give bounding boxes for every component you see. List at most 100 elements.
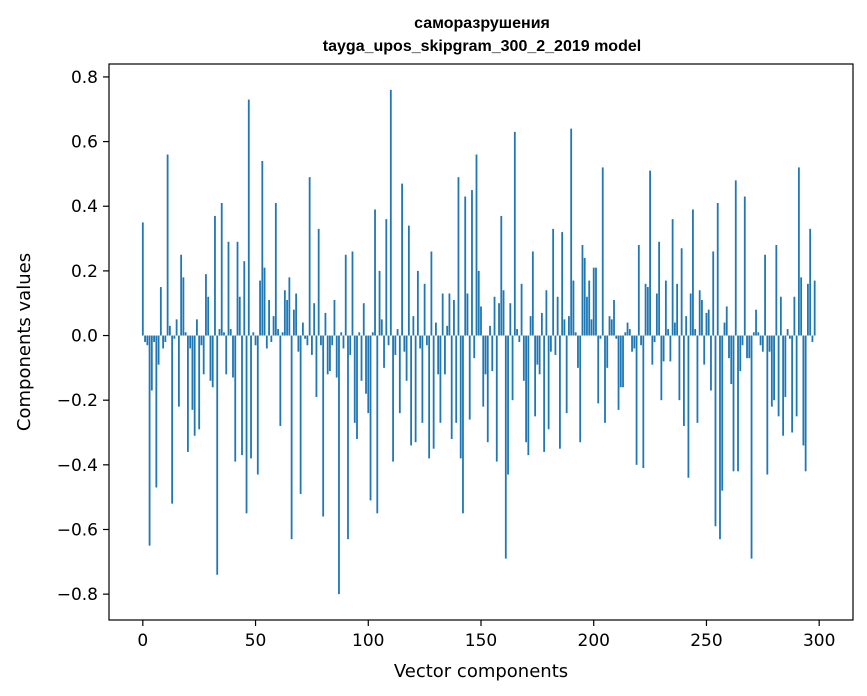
bar-276 [764,254,766,336]
bar-245 [694,329,697,336]
bar-251 [707,309,710,336]
bar-280 [773,335,775,401]
bar-290 [795,335,798,417]
bar-144 [466,293,469,336]
bar-164 [511,335,514,401]
bar-74 [308,177,311,336]
bar-285 [784,335,787,397]
bar-17 [180,254,183,336]
bar-84 [331,335,334,346]
bar-6 [155,335,158,488]
bar-153 [486,335,489,443]
bar-272 [755,309,757,336]
bar-50 [254,335,257,346]
bar-131 [437,335,440,375]
bar-128 [430,251,433,336]
bar-275 [761,335,764,352]
bar-286 [786,329,789,336]
bar-138 [453,299,455,336]
bar-112 [394,335,397,355]
bar-224 [646,287,649,336]
bar-135 [446,325,449,336]
bar-11 [166,154,169,336]
bar-215 [626,322,629,336]
bar-140 [457,177,460,336]
bar-211 [617,335,620,410]
bar-59 [274,203,277,336]
bar-253 [712,251,715,336]
bar-57 [270,335,273,342]
bar-63 [283,290,286,336]
bar-70 [299,335,302,494]
bar-139 [455,335,458,423]
bar-146 [471,190,473,336]
bar-176 [538,335,541,375]
bar-218 [633,335,636,349]
bar-142 [462,335,464,514]
bar-207 [608,316,611,336]
bar-177 [540,312,543,336]
bar-0 [141,222,144,336]
bar-58 [272,316,275,336]
bar-181 [549,335,552,352]
bar-278 [768,335,771,352]
bar-106 [380,319,383,336]
bar-93 [351,251,354,336]
bar-220 [637,245,640,336]
bar-238 [678,335,681,401]
bar-284 [782,335,785,436]
bar-165 [513,131,516,336]
bar-237 [676,283,679,336]
bar-213 [622,335,624,388]
bar-283 [779,296,782,336]
bar-250 [705,312,708,336]
bar-265 [739,335,742,372]
bar-72 [304,335,307,339]
y-tick-label: 0.2 [71,262,98,282]
bar-31 [211,335,214,388]
bar-45 [243,261,246,336]
bar-27 [202,335,205,375]
bar-115 [401,183,403,336]
bar-179 [545,290,548,336]
bar-267 [743,196,746,336]
bar-122 [416,270,419,336]
bar-102 [371,332,374,336]
bar-105 [378,270,381,336]
bar-132 [439,335,442,423]
bar-229 [658,241,661,336]
bar-134 [444,335,446,375]
bar-187 [563,319,566,336]
bar-40 [232,335,234,378]
bar-94 [353,335,356,423]
bar-296 [809,228,812,336]
bar-196 [583,257,586,336]
bar-235 [671,219,674,336]
bar-151 [482,335,485,407]
bar-195 [581,245,584,336]
bar-295 [807,283,809,336]
bar-117 [405,335,408,381]
bar-116 [403,335,406,352]
bar-180 [547,335,550,430]
bar-219 [635,335,638,465]
bar-21 [189,335,192,349]
bar-26 [200,335,203,346]
bar-183 [554,335,557,355]
bar-261 [730,335,733,385]
bar-137 [450,335,453,439]
y-tick-label: 0.6 [71,133,98,153]
bar-7 [157,335,160,365]
bar-28 [205,274,207,336]
bar-82 [326,335,329,375]
bar-64 [286,299,289,336]
bar-233 [667,329,670,336]
bar-125 [423,283,426,336]
bar-188 [565,335,568,414]
y-tick-label: 0.8 [71,68,98,88]
bar-69 [297,335,300,352]
x-tick-label: 0 [137,631,148,651]
bar-197 [586,296,588,336]
bar-247 [698,290,701,336]
